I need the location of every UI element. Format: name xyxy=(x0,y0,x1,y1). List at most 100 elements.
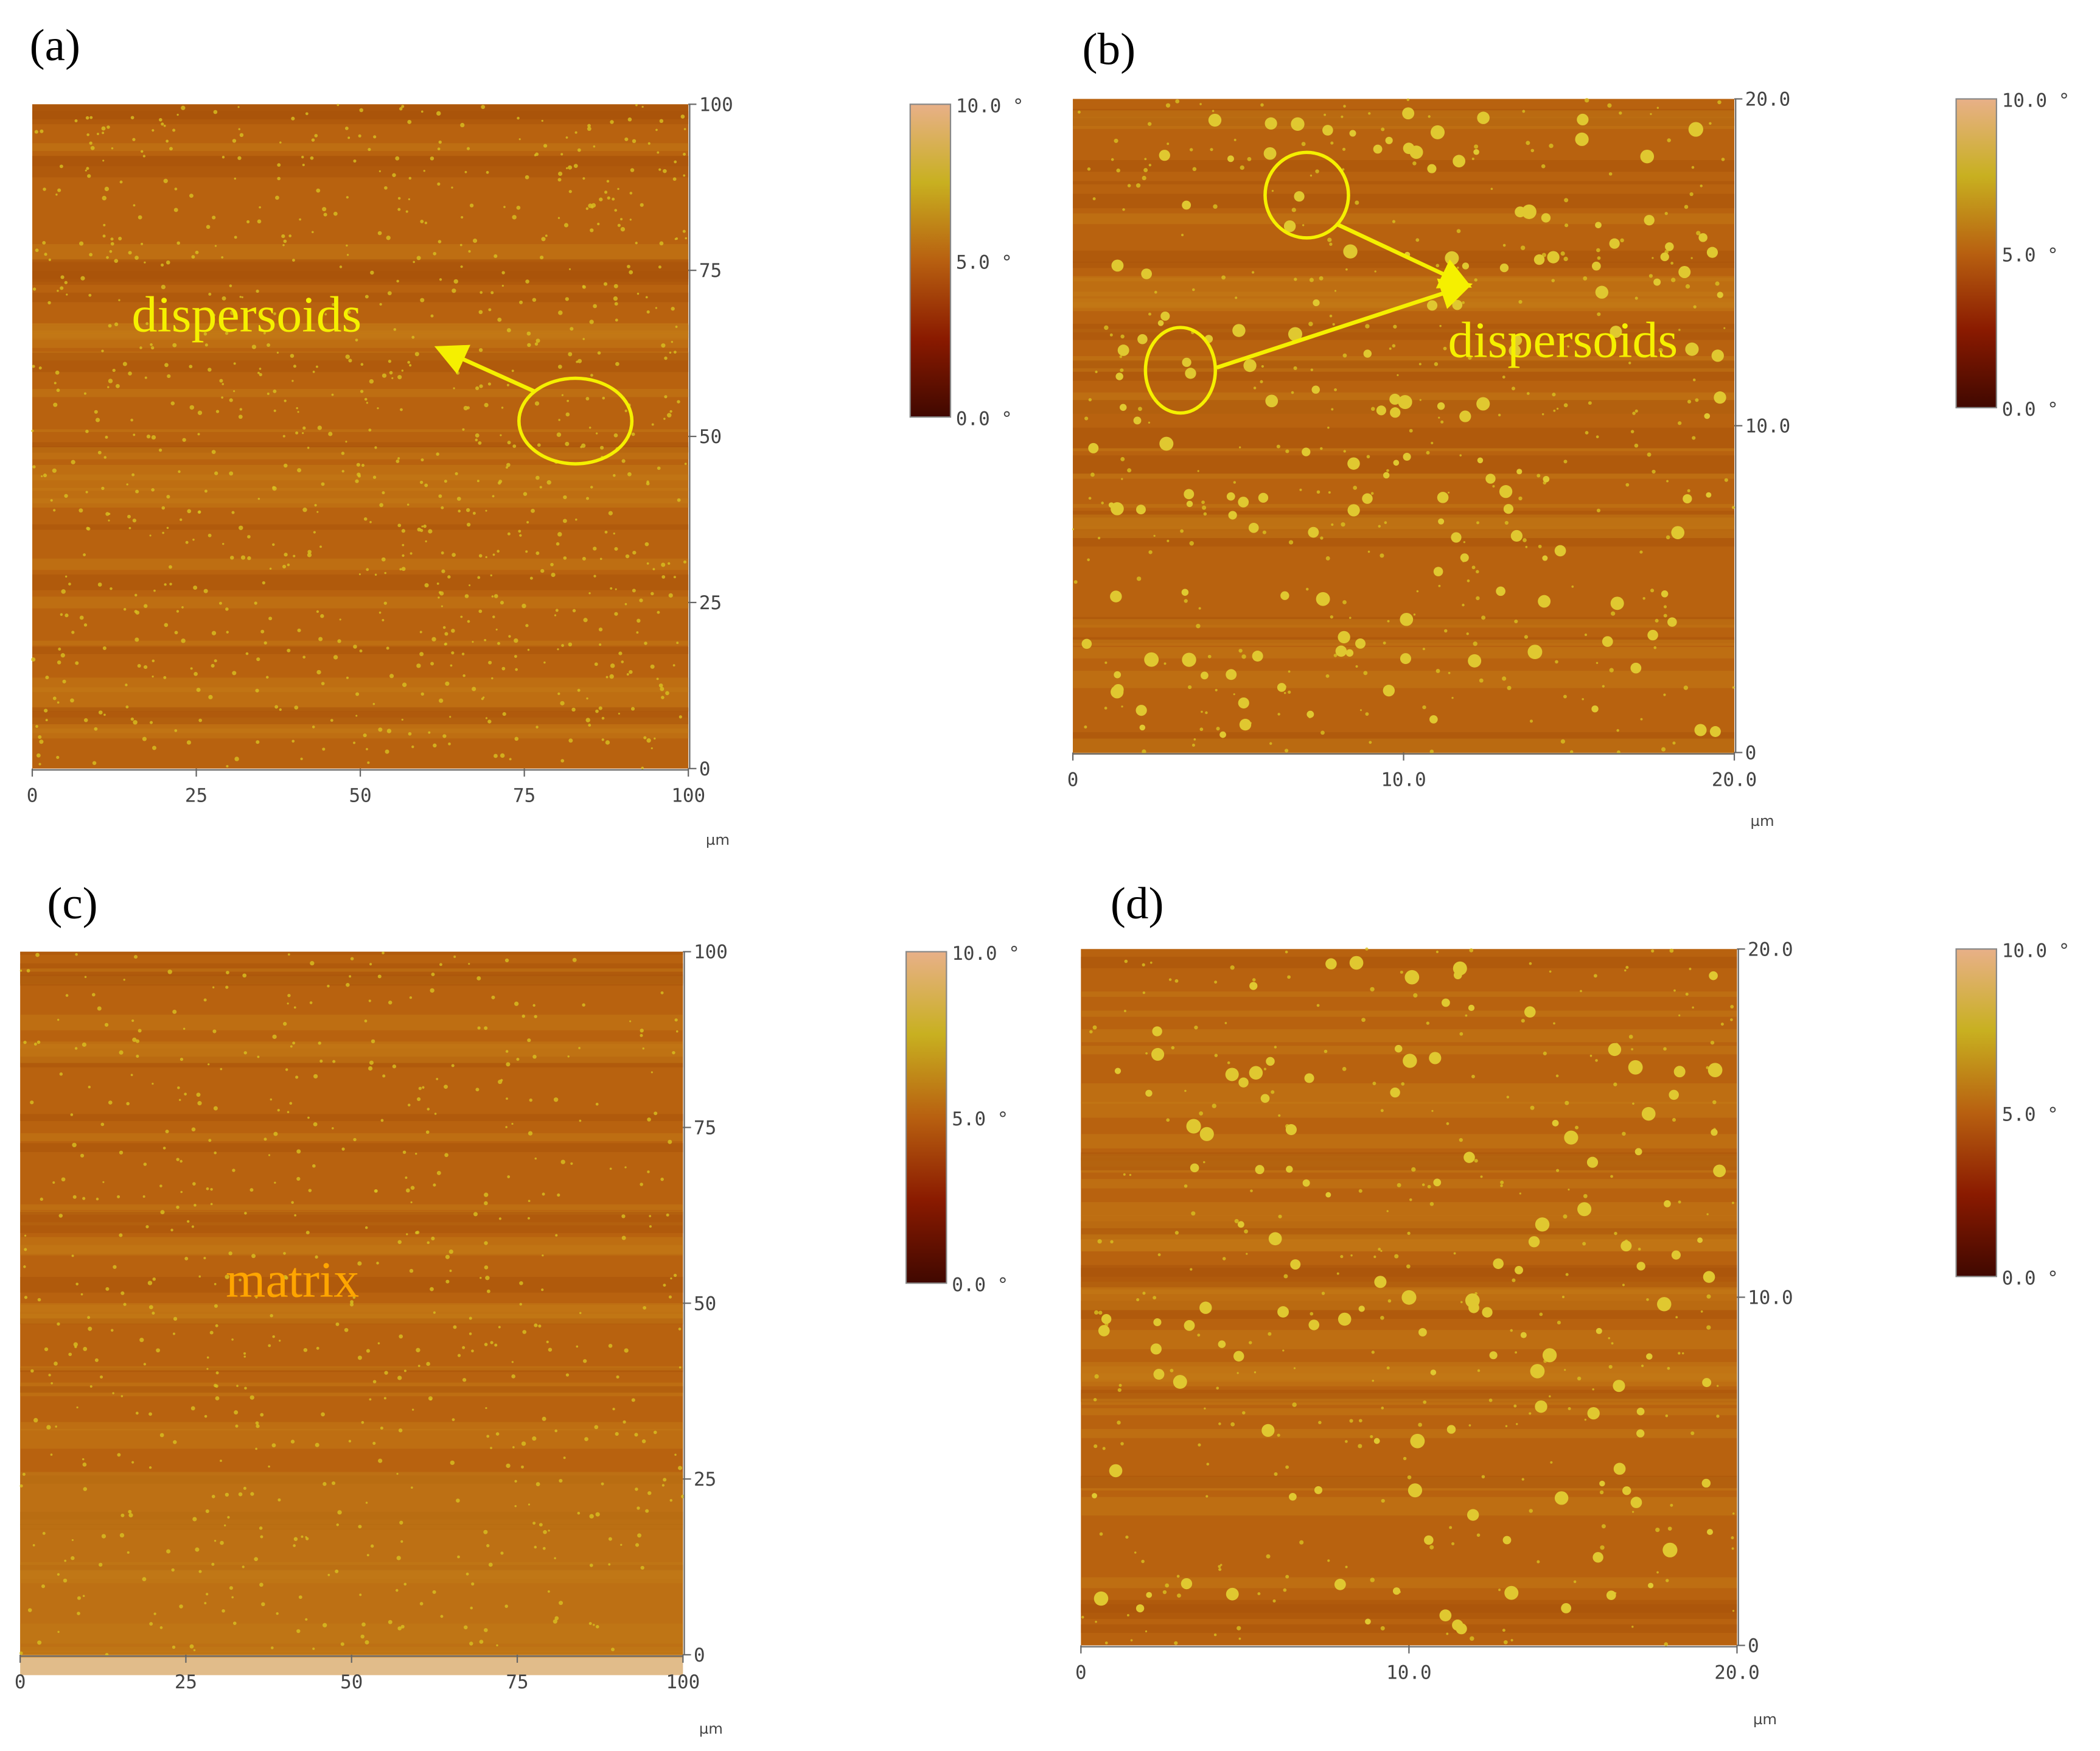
particle xyxy=(453,279,458,284)
particle xyxy=(490,1341,494,1344)
particle xyxy=(478,441,482,445)
dispersoid xyxy=(1376,405,1386,416)
particle xyxy=(50,499,53,502)
dispersoid xyxy=(1390,1087,1400,1098)
particle xyxy=(130,1074,133,1077)
particle xyxy=(456,1498,460,1503)
particle xyxy=(1624,969,1627,972)
particle xyxy=(355,338,358,342)
particle xyxy=(1526,392,1530,395)
particle xyxy=(277,163,281,167)
particle xyxy=(297,468,302,473)
particle xyxy=(1690,1431,1695,1435)
particle xyxy=(174,187,178,190)
particle xyxy=(319,545,322,548)
particle xyxy=(355,479,359,483)
particle xyxy=(316,610,319,613)
particle xyxy=(1423,1400,1427,1404)
particle xyxy=(657,466,661,470)
particle xyxy=(163,676,167,679)
particle xyxy=(321,682,325,685)
particle xyxy=(666,1213,669,1217)
particle xyxy=(660,687,665,691)
particle xyxy=(366,748,368,750)
particle xyxy=(557,532,562,537)
particle xyxy=(222,383,225,385)
dispersoid xyxy=(1669,1089,1679,1100)
particle xyxy=(203,332,208,336)
colorbar-label: 10.0 ° xyxy=(2002,940,2070,962)
dispersoid xyxy=(1347,457,1360,470)
particle xyxy=(1446,1632,1449,1635)
dispersoid xyxy=(1577,1202,1592,1217)
particle xyxy=(490,291,494,295)
particle xyxy=(431,637,436,641)
particle xyxy=(293,1537,298,1541)
dispersoid xyxy=(1238,1077,1249,1088)
particle xyxy=(502,712,506,716)
particle xyxy=(1213,1633,1217,1637)
dispersoid xyxy=(1701,1478,1711,1488)
particle xyxy=(1516,1423,1518,1425)
particle xyxy=(44,1347,49,1352)
particle xyxy=(1370,1435,1373,1439)
particle xyxy=(525,550,528,553)
particle xyxy=(610,663,615,668)
particle xyxy=(112,1392,114,1394)
particle xyxy=(1215,688,1218,692)
particle xyxy=(1565,1273,1569,1276)
particle xyxy=(674,351,677,354)
particle xyxy=(553,1619,557,1624)
particle xyxy=(198,510,201,514)
particle xyxy=(1460,1301,1463,1304)
particle xyxy=(595,432,598,435)
particle xyxy=(1310,368,1313,371)
dispersoid xyxy=(1286,1166,1293,1173)
particle xyxy=(535,1482,540,1486)
particle xyxy=(1119,355,1123,358)
dispersoid xyxy=(1703,1271,1715,1283)
particle xyxy=(424,583,429,588)
particle xyxy=(45,676,49,680)
particle xyxy=(594,1425,599,1430)
dispersoid xyxy=(1258,492,1269,503)
particle xyxy=(1142,963,1145,966)
particle xyxy=(1596,662,1599,665)
particle xyxy=(635,1487,638,1491)
particle xyxy=(57,188,61,192)
particle xyxy=(139,346,142,349)
particle xyxy=(239,133,244,138)
particle xyxy=(232,1169,235,1172)
particle xyxy=(1378,1248,1381,1251)
particle xyxy=(618,651,623,655)
particle xyxy=(300,757,303,760)
scan-band xyxy=(32,429,689,432)
particle xyxy=(1287,975,1291,979)
particle xyxy=(1514,619,1518,624)
dispersoid xyxy=(1308,1319,1320,1330)
particle xyxy=(601,716,605,720)
particle xyxy=(430,662,434,666)
particle xyxy=(291,739,295,743)
particle xyxy=(378,611,382,614)
particle xyxy=(303,1347,308,1352)
particle xyxy=(1462,301,1465,304)
dispersoid xyxy=(1199,1301,1212,1314)
dispersoid xyxy=(1591,705,1599,713)
particle xyxy=(409,1268,414,1273)
particle xyxy=(1611,1342,1614,1345)
particle xyxy=(483,1628,488,1632)
particle xyxy=(183,1027,186,1030)
particle xyxy=(285,1068,288,1071)
particle xyxy=(526,331,531,336)
particle xyxy=(476,976,481,980)
dispersoid xyxy=(1228,511,1237,520)
particle xyxy=(1663,613,1667,618)
particle xyxy=(477,576,481,579)
particle xyxy=(1252,978,1256,982)
particle xyxy=(128,371,132,376)
particle xyxy=(1556,1169,1560,1172)
particle xyxy=(652,568,655,571)
particle xyxy=(1448,491,1450,494)
particle xyxy=(336,1523,340,1526)
